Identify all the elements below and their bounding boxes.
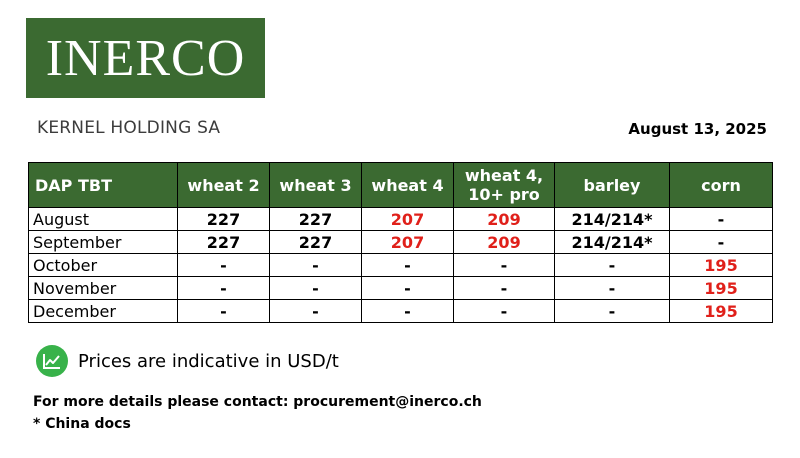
table-row: December - - - - - 195 [28,299,773,323]
table-cell: 214/214* [554,230,670,254]
company-name: KERNEL HOLDING SA [37,118,221,138]
table-cell: - [361,276,454,300]
table-header-row: DAP TBT wheat 2 wheat 3 wheat 4 wheat 4,… [28,162,773,208]
header-cell: corn [669,162,773,208]
row-label: November [28,276,178,300]
table-cell: 227 [177,207,270,231]
header-cell: wheat 4 [361,162,454,208]
company-logo: INERCO [26,18,265,98]
table-cell: - [177,253,270,277]
contact-line: For more details please contact: procure… [33,394,482,410]
chart-up-icon [36,345,68,377]
table-cell: - [554,276,670,300]
table-cell: 207 [361,207,454,231]
note-text: Prices are indicative in USD/t [78,350,339,372]
table-cell: - [453,253,555,277]
row-label: December [28,299,178,323]
logo-text: INERCO [45,29,246,87]
table-cell: - [269,299,362,323]
table-row: August 227 227 207 209 214/214* - [28,207,773,231]
table-cell: - [177,276,270,300]
table-cell: 195 [669,253,773,277]
table-cell: - [269,276,362,300]
table-cell: - [669,230,773,254]
header-cell: wheat 4, 10+ pro [453,162,555,208]
row-label: August [28,207,178,231]
price-table: DAP TBT wheat 2 wheat 3 wheat 4 wheat 4,… [28,162,773,323]
table-cell: - [554,253,670,277]
table-cell: - [177,299,270,323]
table-cell: 195 [669,276,773,300]
price-note: Prices are indicative in USD/t [36,345,339,377]
footnote: * China docs [33,416,131,432]
table-cell: - [361,299,454,323]
table-cell: - [269,253,362,277]
table-cell: - [453,299,555,323]
header-cell: DAP TBT [28,162,178,208]
header-cell: wheat 3 [269,162,362,208]
header-cell: wheat 2 [177,162,270,208]
table-cell: 214/214* [554,207,670,231]
table-cell: - [554,299,670,323]
table-row: October - - - - - 195 [28,253,773,277]
header-cell: barley [554,162,670,208]
table-cell: 209 [453,207,555,231]
table-row: September 227 227 207 209 214/214* - [28,230,773,254]
table-cell: 209 [453,230,555,254]
row-label: October [28,253,178,277]
table-cell: 227 [269,230,362,254]
table-cell: 195 [669,299,773,323]
table-row: November - - - - - 195 [28,276,773,300]
report-date: August 13, 2025 [628,120,767,138]
table-cell: - [669,207,773,231]
table-cell: 227 [269,207,362,231]
table-cell: 207 [361,230,454,254]
table-cell: - [361,253,454,277]
table-cell: - [453,276,555,300]
row-label: September [28,230,178,254]
table-cell: 227 [177,230,270,254]
